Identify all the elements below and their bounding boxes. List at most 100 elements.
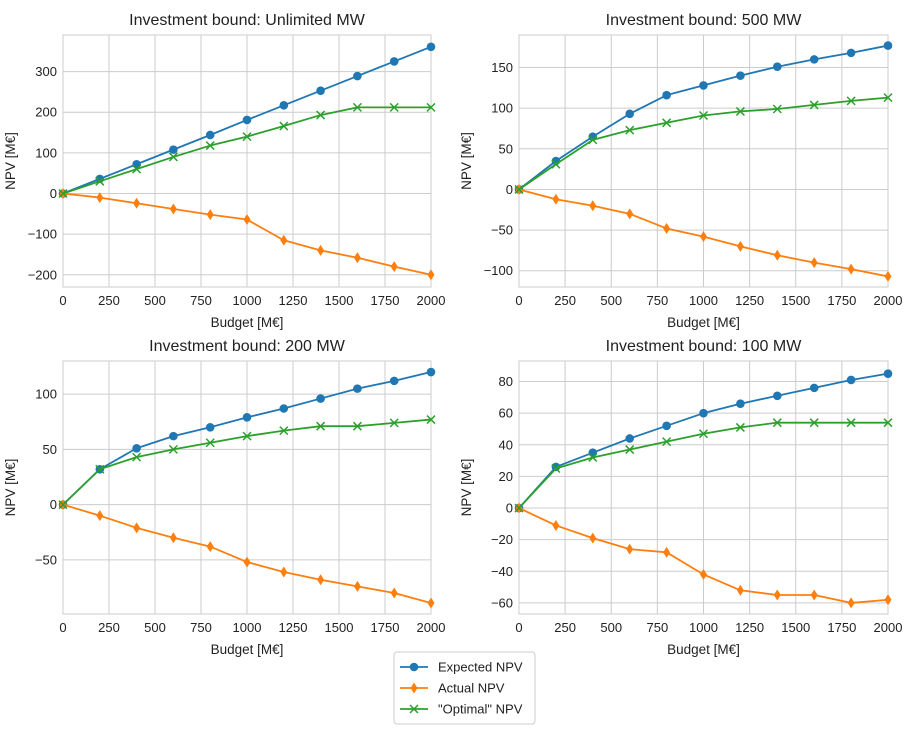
actual-npv-point [847, 597, 855, 609]
optimal-npv-point [352, 421, 362, 431]
actual-npv-point [169, 532, 177, 544]
legend-item-expected-npv: Expected NPV [400, 660, 523, 675]
subplot-title: Investment bound: 100 MW [606, 338, 803, 355]
x-tick-label: 500 [144, 293, 166, 308]
x-tick-label: 2000 [417, 293, 446, 308]
actual-npv-point [280, 566, 288, 578]
series-expected-npv [514, 369, 893, 513]
subplot-title: Investment bound: 200 MW [149, 338, 346, 355]
optimal-npv-point [846, 418, 856, 428]
actual-npv-point [589, 532, 597, 544]
y-tick-label: 20 [499, 469, 513, 484]
optimal-npv-point [205, 438, 215, 448]
optimal-npv-point [279, 121, 289, 131]
expected-npv-point [736, 71, 745, 80]
y-tick-label: 0 [506, 501, 513, 516]
y-tick-label: 150 [491, 60, 513, 75]
legend-marker [409, 662, 419, 672]
actual-npv-point [133, 197, 141, 209]
optimal-npv-point [389, 418, 399, 428]
expected-npv-point [279, 101, 289, 110]
y-tick-label: −50 [35, 552, 57, 567]
y-tick-label: 0 [50, 497, 57, 512]
expected-npv-point [846, 375, 856, 385]
optimal-npv-point [132, 164, 142, 174]
x-tick-label: 1500 [325, 293, 354, 308]
actual-npv-point [206, 541, 214, 553]
x-axis-label: Budget [M€] [211, 315, 284, 330]
expected-npv-point [773, 62, 782, 72]
legend-frame [393, 651, 536, 725]
optimal-npv-point [588, 135, 598, 145]
y-tick-label: 50 [499, 141, 513, 156]
legend-marker [410, 682, 418, 694]
x-tick-label: 1500 [325, 620, 354, 635]
actual-npv-point [884, 594, 892, 606]
optimal-npv-point [809, 418, 819, 428]
optimal-npv-point [242, 431, 252, 441]
optimal-npv-point [588, 452, 598, 462]
x-tick-label: 1500 [781, 620, 810, 635]
y-tick-label: 100 [491, 101, 513, 116]
y-axis-label: NPV [M€] [3, 459, 18, 517]
actual-npv-point [663, 546, 671, 558]
plot-frame [518, 34, 889, 288]
y-tick-label: −20 [491, 532, 513, 547]
actual-npv-point [169, 203, 177, 215]
x-tick-label: 750 [647, 293, 669, 308]
y-tick-label: −40 [491, 564, 513, 579]
x-tick-label: 250 [554, 293, 576, 308]
actual-npv-point [552, 519, 560, 531]
optimal-npv-point [242, 132, 252, 142]
optimal-npv-point [168, 152, 178, 162]
series-optimal-npv [58, 102, 436, 199]
y-tick-label: 40 [499, 437, 513, 452]
optimal-npv-point [662, 437, 672, 447]
x-tick-label: 750 [190, 620, 212, 635]
x-tick-label: 2000 [874, 620, 903, 635]
expected-npv-point [773, 391, 782, 401]
optimal-npv-point [279, 426, 289, 436]
expected-npv-point [205, 130, 215, 140]
subplot-3: 0 250 500 750 1000 1250 1500 1750 2000 −50 0 50 100 I… [3, 338, 445, 657]
subplot-4: 0 250 500 750 1000 1250 1500 1750 2000 −60 −40 −20 0… [459, 338, 902, 657]
plot-frame [62, 34, 432, 288]
expected-npv-point [169, 145, 178, 154]
x-tick-label: 1750 [827, 293, 856, 308]
x-tick-label: 1250 [279, 620, 308, 635]
actual-npv-point [589, 200, 597, 212]
actual-npv-point [427, 269, 435, 281]
x-tick-label: 1750 [371, 620, 400, 635]
y-tick-label: 100 [35, 145, 57, 160]
expected-npv-point [846, 48, 856, 58]
optimal-npv-point [352, 102, 362, 112]
y-tick-label: 200 [35, 105, 57, 120]
x-tick-label: 250 [98, 293, 120, 308]
optimal-npv-point [883, 93, 893, 103]
x-tick-label: 250 [554, 620, 576, 635]
actual-npv-point [317, 244, 325, 256]
legend: Expected NPV Actual NPV "Optimal" NPV [393, 651, 536, 725]
expected-npv-point [426, 42, 436, 52]
subplot-2: 0 250 500 750 1000 1250 1500 1750 2000 −100 −50 0 50… [459, 12, 902, 330]
optimal-npv-point [809, 100, 819, 110]
y-axis-label: NPV [M€] [3, 132, 18, 190]
optimal-npv-point [551, 159, 561, 169]
plot-frame [62, 360, 432, 615]
legend-marker [409, 704, 419, 714]
series-optimal-npv [514, 418, 893, 513]
x-tick-label: 500 [600, 620, 622, 635]
y-tick-label: −60 [491, 595, 513, 610]
x-tick-label: 750 [647, 620, 669, 635]
legend-label: Expected NPV [438, 660, 523, 675]
actual-npv-point [552, 193, 560, 205]
actual-npv-point [353, 252, 361, 264]
series-actual-npv [515, 502, 892, 609]
actual-npv-point [773, 249, 781, 261]
expected-npv-point [353, 71, 362, 81]
optimal-npv-point [316, 110, 326, 120]
x-tick-label: 250 [98, 620, 120, 635]
actual-npv-point [133, 522, 141, 534]
y-tick-label: 50 [43, 442, 57, 457]
actual-npv-point [773, 589, 781, 601]
